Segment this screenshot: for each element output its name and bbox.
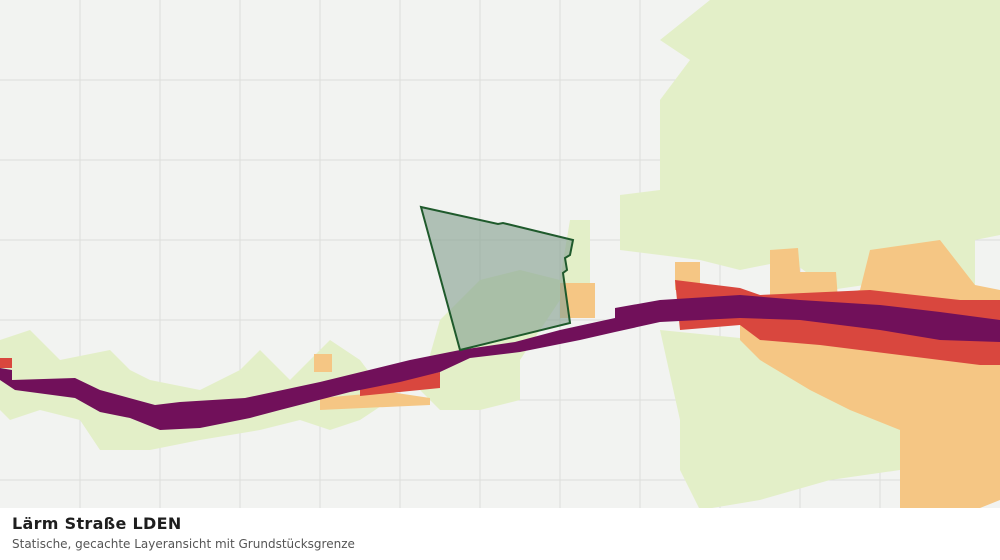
noise-zone-very-high bbox=[0, 295, 1000, 430]
noise-zone-mid bbox=[320, 392, 430, 410]
caption-panel: Lärm Straße LDEN Statische, gecachte Lay… bbox=[0, 508, 1000, 560]
map-title: Lärm Straße LDEN bbox=[12, 514, 182, 533]
noise-zone-low bbox=[0, 330, 390, 450]
noise-zone-high bbox=[360, 372, 440, 396]
noise-zone-high bbox=[0, 358, 12, 368]
map-subtitle: Statische, gecachte Layeransicht mit Gru… bbox=[12, 537, 355, 551]
noise-zone-mid bbox=[314, 354, 332, 372]
noise-zone-low bbox=[660, 330, 900, 510]
noise-zone-mid bbox=[770, 248, 838, 300]
parcel-boundary bbox=[419, 205, 575, 352]
noise-zone-low bbox=[620, 0, 1000, 300]
